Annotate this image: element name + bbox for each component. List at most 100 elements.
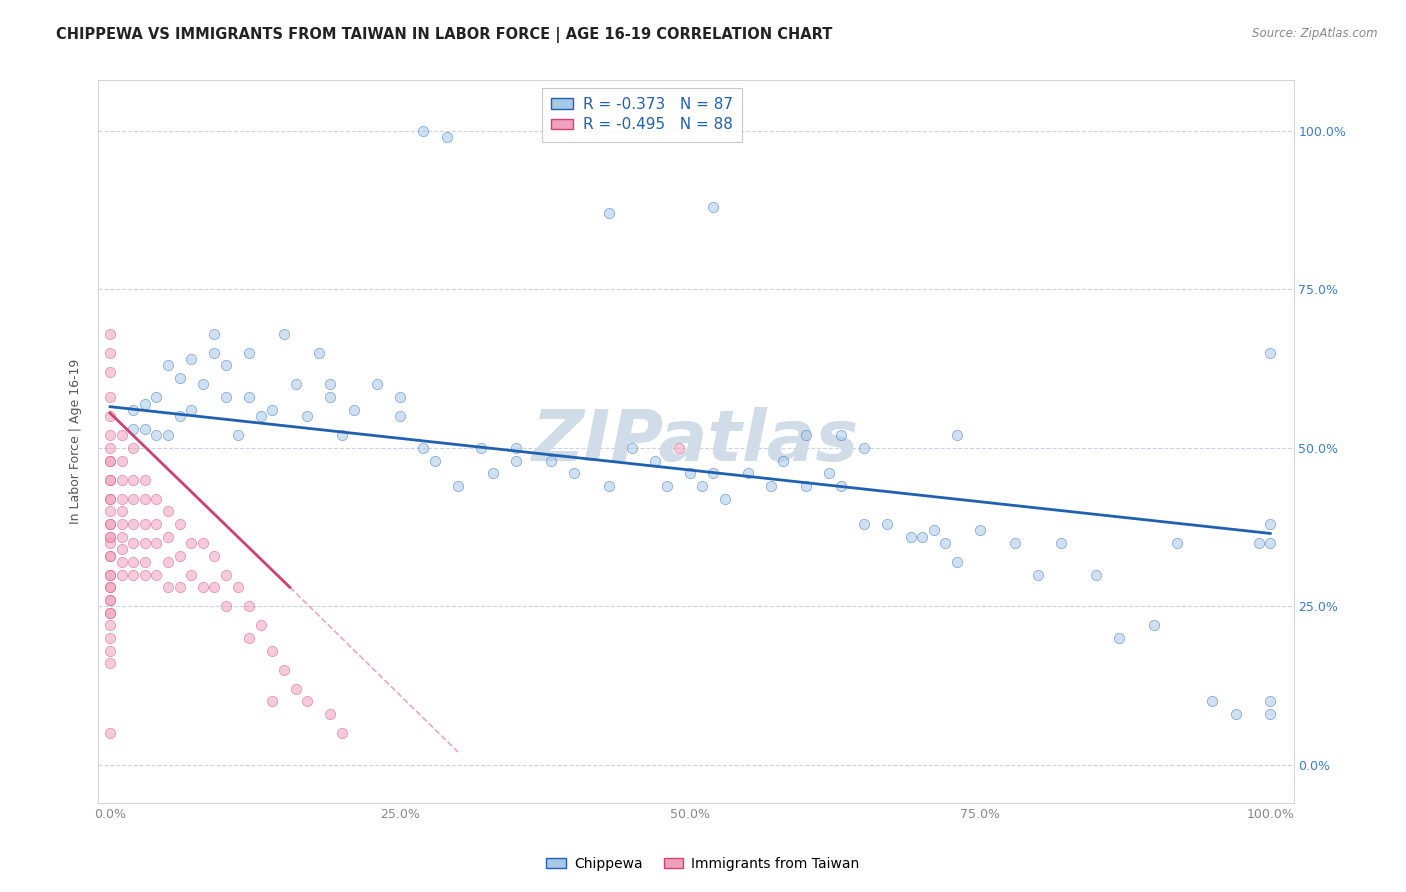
Point	[157, 359, 180, 373]
Point	[366, 377, 388, 392]
Point	[330, 428, 353, 442]
Point	[922, 523, 945, 537]
Point	[111, 453, 134, 467]
Point	[111, 530, 134, 544]
Point	[98, 643, 121, 657]
Point	[273, 326, 295, 341]
Point	[215, 599, 238, 614]
Point	[1225, 707, 1247, 722]
Point	[98, 530, 121, 544]
Point	[702, 200, 724, 214]
Point	[134, 516, 156, 531]
Point	[423, 453, 446, 467]
Point	[215, 390, 238, 404]
Point	[238, 599, 260, 614]
Point	[389, 390, 412, 404]
Point	[111, 555, 134, 569]
Point	[505, 453, 527, 467]
Point	[238, 346, 260, 360]
Legend: Chippewa, Immigrants from Taiwan: Chippewa, Immigrants from Taiwan	[541, 851, 865, 876]
Point	[505, 441, 527, 455]
Point	[98, 453, 121, 467]
Point	[598, 206, 620, 220]
Point	[98, 726, 121, 740]
Point	[98, 365, 121, 379]
Point	[794, 479, 817, 493]
Point	[319, 707, 342, 722]
Point	[169, 549, 191, 563]
Point	[98, 516, 121, 531]
Point	[1258, 346, 1281, 360]
Point	[250, 409, 273, 424]
Point	[262, 402, 284, 417]
Point	[794, 428, 817, 442]
Point	[157, 530, 180, 544]
Point	[262, 643, 284, 657]
Point	[412, 124, 434, 138]
Point	[122, 473, 145, 487]
Point	[169, 371, 191, 385]
Point	[934, 536, 956, 550]
Point	[946, 555, 969, 569]
Point	[1004, 536, 1026, 550]
Point	[98, 504, 121, 518]
Point	[297, 694, 319, 708]
Point	[343, 402, 366, 417]
Point	[319, 390, 342, 404]
Point	[204, 580, 226, 594]
Point	[772, 453, 794, 467]
Point	[621, 441, 644, 455]
Point	[737, 467, 759, 481]
Point	[98, 606, 121, 620]
Point	[482, 467, 505, 481]
Point	[655, 479, 678, 493]
Point	[1258, 536, 1281, 550]
Point	[134, 536, 156, 550]
Point	[540, 453, 562, 467]
Point	[134, 567, 156, 582]
Point	[900, 530, 922, 544]
Point	[98, 390, 121, 404]
Point	[98, 326, 121, 341]
Point	[598, 479, 620, 493]
Point	[1108, 631, 1130, 645]
Point	[1258, 707, 1281, 722]
Point	[145, 390, 167, 404]
Point	[122, 402, 145, 417]
Point	[830, 479, 852, 493]
Point	[761, 479, 783, 493]
Point	[134, 396, 156, 410]
Point	[98, 567, 121, 582]
Point	[853, 516, 876, 531]
Point	[134, 422, 156, 436]
Point	[98, 580, 121, 594]
Point	[319, 377, 342, 392]
Text: CHIPPEWA VS IMMIGRANTS FROM TAIWAN IN LABOR FORCE | AGE 16-19 CORRELATION CHART: CHIPPEWA VS IMMIGRANTS FROM TAIWAN IN LA…	[56, 27, 832, 43]
Point	[157, 504, 180, 518]
Point	[330, 726, 353, 740]
Point	[98, 567, 121, 582]
Point	[1085, 567, 1108, 582]
Point	[180, 567, 202, 582]
Point	[215, 567, 238, 582]
Point	[215, 359, 238, 373]
Point	[169, 409, 191, 424]
Point	[98, 491, 121, 506]
Point	[273, 663, 295, 677]
Point	[191, 536, 214, 550]
Point	[145, 428, 167, 442]
Point	[1258, 516, 1281, 531]
Point	[98, 453, 121, 467]
Point	[169, 516, 191, 531]
Point	[98, 657, 121, 671]
Point	[911, 530, 934, 544]
Point	[204, 549, 226, 563]
Point	[262, 694, 284, 708]
Point	[98, 530, 121, 544]
Point	[250, 618, 273, 632]
Point	[157, 428, 180, 442]
Point	[98, 549, 121, 563]
Point	[412, 441, 434, 455]
Point	[145, 516, 167, 531]
Point	[98, 536, 121, 550]
